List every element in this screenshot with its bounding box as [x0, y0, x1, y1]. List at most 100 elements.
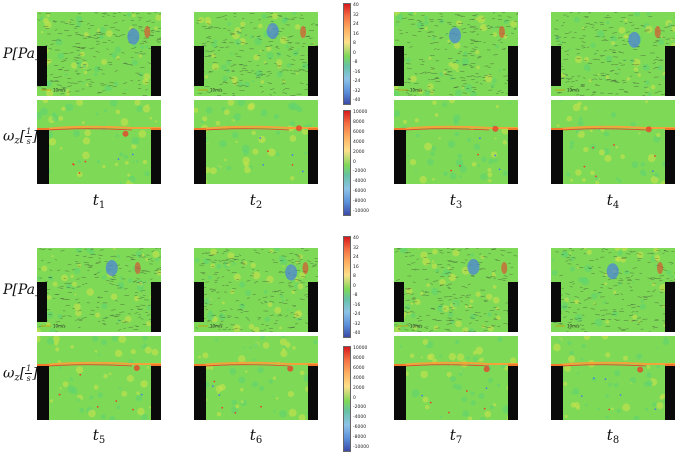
- velocity-vector: [276, 53, 281, 55]
- field-blotch: [480, 357, 484, 362]
- velocity-vector: [619, 310, 625, 312]
- velocity-vector: [236, 56, 242, 58]
- field-blotch: [646, 365, 651, 369]
- velocity-vector: [488, 89, 493, 91]
- field-blotch: [567, 340, 572, 346]
- field-blotch: [631, 161, 639, 169]
- field-blotch: [597, 407, 600, 411]
- field-blotch: [101, 275, 107, 280]
- velocity-vector: [483, 80, 486, 82]
- field-blotch: [574, 55, 583, 64]
- velocity-vector: [437, 18, 443, 21]
- field-blotch: [447, 39, 451, 43]
- velocity-vector: [68, 282, 72, 285]
- velocity-vector: [653, 289, 657, 291]
- velocity-vector: [248, 60, 252, 62]
- field-blotch: [670, 38, 674, 41]
- velocity-vector: [619, 52, 625, 54]
- velocity-vector: [640, 25, 644, 27]
- velocity-vector: [631, 320, 634, 322]
- field-blotch: [142, 78, 149, 85]
- velocity-vector: [439, 284, 445, 286]
- field-blotch: [198, 355, 201, 359]
- colorbar-tick-label: 10000: [353, 346, 368, 351]
- field-blotch: [116, 254, 121, 258]
- field-blotch: [266, 46, 272, 52]
- field-blotch: [617, 72, 621, 75]
- velocity-vector: [559, 274, 564, 276]
- field-blotch: [276, 152, 280, 157]
- velocity-vector: [144, 82, 149, 84]
- field-blotch: [642, 63, 650, 71]
- velocity-vector: [251, 330, 255, 332]
- field-blotch: [487, 172, 493, 178]
- velocity-vector: [297, 318, 302, 320]
- field-blotch: [478, 393, 485, 400]
- field-blotch: [127, 278, 133, 284]
- vortex-core: [133, 365, 140, 372]
- field-blotch: [630, 59, 635, 64]
- field-blotch: [454, 89, 463, 96]
- field-blotch: [154, 26, 158, 30]
- cavity-wall-right: [151, 46, 161, 96]
- field-blotch: [401, 325, 406, 330]
- velocity-vector: [618, 51, 621, 53]
- field-blotch: [596, 30, 605, 38]
- field-blotch: [233, 113, 242, 121]
- velocity-vector: [222, 252, 225, 255]
- wall-lip-right: [508, 364, 518, 366]
- velocity-vector: [500, 254, 504, 256]
- velocity-vector: [299, 259, 303, 261]
- velocity-vector: [631, 64, 637, 66]
- velocity-vector: [408, 14, 413, 16]
- pressure-colorbar-bottom: [343, 236, 351, 338]
- velocity-vector: [608, 49, 612, 51]
- field-blotch: [433, 325, 439, 331]
- field-blotch: [216, 412, 222, 417]
- field-blotch: [618, 282, 622, 286]
- low-pressure-zone: [628, 31, 641, 48]
- field-blotch: [477, 164, 480, 167]
- velocity-vector: [564, 50, 569, 52]
- field-blotch: [243, 161, 249, 168]
- field-blotch: [79, 51, 85, 57]
- colorbar-tick-label: 24: [353, 22, 359, 27]
- velocity-vector: [61, 60, 66, 62]
- velocity-vector: [438, 249, 443, 251]
- velocity-vector: [72, 82, 78, 84]
- field-blotch: [268, 379, 273, 384]
- field-blotch: [230, 289, 235, 294]
- velocity-vector: [67, 78, 72, 80]
- vorticity-spot: [72, 163, 75, 166]
- velocity-vector: [629, 290, 634, 292]
- velocity-vector: [402, 17, 408, 19]
- field-blotch: [200, 120, 204, 124]
- field-plot: [394, 336, 518, 420]
- velocity-vector: [268, 251, 272, 253]
- velocity-vector: [446, 22, 452, 24]
- velocity-vector: [435, 76, 439, 78]
- field-blotch: [569, 144, 574, 149]
- field-blotch: [443, 171, 448, 177]
- vorticity-panel-t8: [551, 336, 675, 420]
- pressure-panel-t3: 10m/s: [394, 12, 518, 96]
- wall-lip-right: [665, 364, 675, 366]
- field-blotch: [659, 395, 664, 400]
- wall-lip-left: [37, 128, 49, 130]
- field-blotch: [427, 158, 434, 166]
- field-blotch: [101, 339, 108, 346]
- velocity-vector: [272, 259, 275, 261]
- velocity-vector: [118, 12, 121, 14]
- colorbar-tick-label: -4000: [353, 415, 367, 421]
- velocity-vector: [263, 329, 267, 331]
- velocity-vector: [247, 319, 250, 321]
- field-blotch: [74, 293, 77, 296]
- field-blotch: [495, 105, 499, 109]
- velocity-vector: [661, 36, 666, 38]
- field-blotch: [280, 350, 288, 358]
- velocity-vector: [453, 297, 458, 299]
- velocity-vector: [647, 71, 652, 73]
- velocity-vector: [405, 288, 410, 290]
- wall-lip-left: [194, 364, 206, 366]
- field-blotch: [611, 40, 616, 46]
